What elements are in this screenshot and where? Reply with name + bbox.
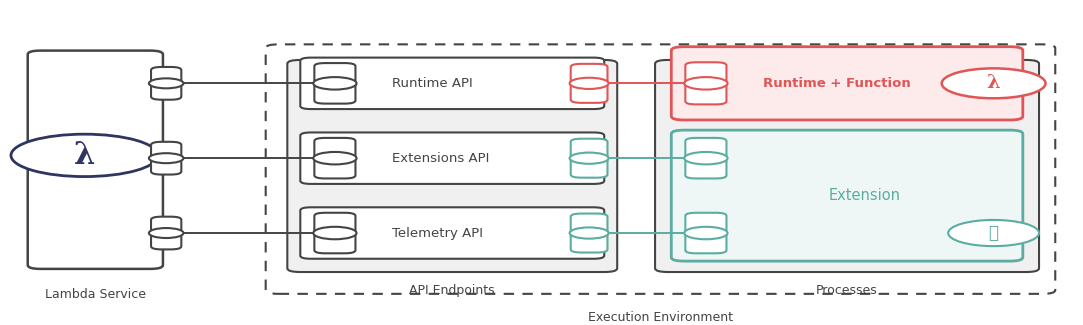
Text: Extension: Extension — [828, 188, 901, 203]
FancyBboxPatch shape — [265, 44, 1055, 294]
Text: Lambda Service: Lambda Service — [44, 288, 146, 301]
Circle shape — [570, 227, 609, 239]
FancyBboxPatch shape — [671, 130, 1022, 261]
FancyBboxPatch shape — [314, 213, 355, 253]
Text: λ: λ — [987, 74, 1001, 92]
Circle shape — [942, 68, 1045, 98]
Circle shape — [684, 152, 728, 164]
Circle shape — [313, 227, 356, 239]
FancyBboxPatch shape — [28, 51, 162, 269]
Text: Processes: Processes — [817, 284, 878, 297]
Text: Telemetry API: Telemetry API — [392, 227, 483, 240]
FancyBboxPatch shape — [300, 58, 604, 109]
FancyBboxPatch shape — [314, 63, 355, 104]
Text: Execution Environment: Execution Environment — [588, 311, 733, 324]
Circle shape — [570, 152, 609, 164]
Circle shape — [148, 228, 183, 238]
FancyBboxPatch shape — [571, 139, 608, 178]
FancyBboxPatch shape — [655, 60, 1039, 272]
Circle shape — [148, 153, 183, 163]
Circle shape — [313, 152, 356, 164]
Circle shape — [148, 78, 183, 88]
Text: Runtime API: Runtime API — [392, 77, 473, 90]
Circle shape — [684, 77, 728, 90]
FancyBboxPatch shape — [571, 214, 608, 253]
Circle shape — [11, 134, 158, 176]
Text: Runtime + Function: Runtime + Function — [764, 77, 911, 90]
Text: λ: λ — [74, 140, 95, 171]
Circle shape — [570, 78, 609, 89]
FancyBboxPatch shape — [300, 133, 604, 184]
Circle shape — [313, 77, 356, 90]
Text: API Endpoints: API Endpoints — [409, 284, 495, 297]
FancyBboxPatch shape — [686, 138, 727, 178]
FancyBboxPatch shape — [686, 213, 727, 253]
FancyBboxPatch shape — [571, 64, 608, 103]
Circle shape — [684, 227, 728, 239]
FancyBboxPatch shape — [151, 67, 181, 100]
FancyBboxPatch shape — [151, 217, 181, 249]
FancyBboxPatch shape — [314, 138, 355, 178]
FancyBboxPatch shape — [151, 142, 181, 175]
FancyBboxPatch shape — [300, 207, 604, 259]
Text: Extensions API: Extensions API — [392, 152, 490, 165]
Text: ⏻: ⏻ — [989, 224, 999, 242]
FancyBboxPatch shape — [671, 47, 1022, 120]
FancyBboxPatch shape — [287, 60, 617, 272]
FancyBboxPatch shape — [686, 62, 727, 104]
Circle shape — [949, 220, 1039, 246]
